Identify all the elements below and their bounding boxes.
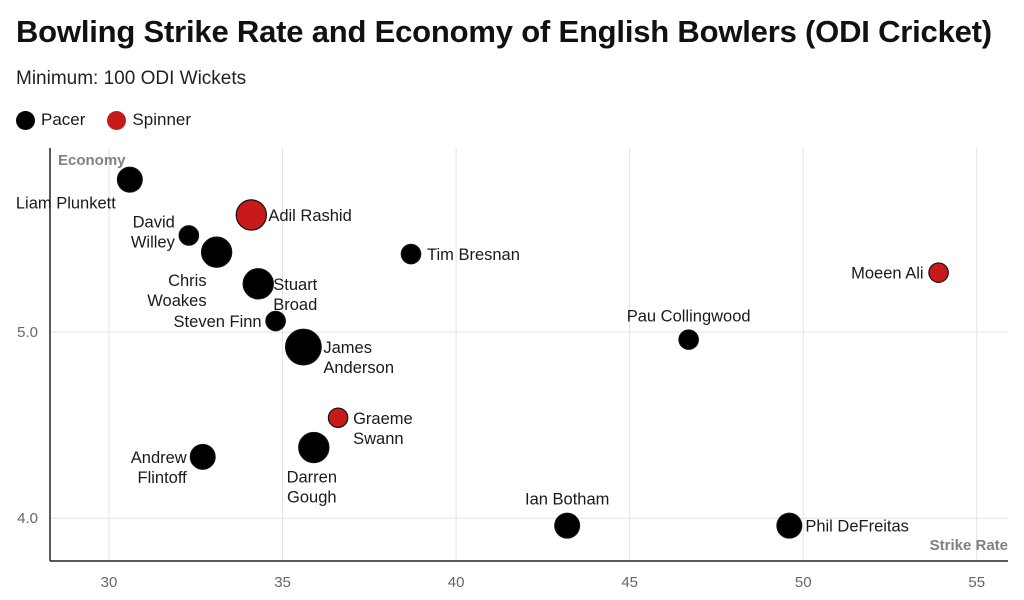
data-point bbox=[678, 329, 699, 350]
data-point bbox=[400, 243, 422, 265]
y-tick-label: 5.0 bbox=[17, 324, 38, 341]
point-label: Woakes bbox=[147, 292, 206, 310]
y-axis-title: Economy bbox=[58, 152, 126, 169]
point-label: David bbox=[133, 213, 175, 231]
y-tick-label: 4.0 bbox=[17, 510, 38, 527]
legend-label-pacer: Pacer bbox=[41, 110, 86, 129]
point-label: Anderson bbox=[323, 359, 394, 377]
x-axis-title: Strike Rate bbox=[930, 537, 1008, 554]
data-point bbox=[265, 310, 286, 332]
point-label: Moeen Ali bbox=[851, 265, 923, 283]
data-point bbox=[327, 407, 349, 429]
data-point bbox=[189, 443, 216, 470]
legend: Pacer Spinner bbox=[16, 110, 191, 130]
legend-label-spinner: Spinner bbox=[132, 110, 192, 129]
point-label: Pau Collingwood bbox=[627, 308, 751, 326]
x-tick-label: 45 bbox=[621, 574, 638, 591]
data-point bbox=[928, 262, 949, 283]
point-label: Broad bbox=[273, 296, 317, 314]
point-label: Stuart bbox=[273, 276, 317, 294]
data-point bbox=[776, 512, 803, 539]
x-tick-label: 35 bbox=[274, 574, 291, 591]
data-point bbox=[116, 166, 143, 193]
data-point bbox=[284, 328, 322, 366]
spinner-swatch bbox=[107, 110, 127, 130]
point-label: Darren bbox=[287, 469, 337, 487]
point-label: Liam Plunkett bbox=[16, 195, 116, 213]
x-tick-label: 30 bbox=[101, 574, 118, 591]
point-label: Gough bbox=[287, 489, 337, 507]
point-label: Swann bbox=[353, 430, 403, 448]
point-label: Willey bbox=[131, 233, 176, 251]
point-label: Adil Rashid bbox=[268, 207, 351, 225]
point-label: Ian Botham bbox=[525, 491, 609, 509]
chart-title: Bowling Strike Rate and Economy of Engli… bbox=[16, 14, 992, 49]
data-point bbox=[554, 512, 581, 539]
x-tick-label: 40 bbox=[448, 574, 465, 591]
point-label: Chris bbox=[168, 272, 207, 290]
point-label: Phil DeFreitas bbox=[805, 518, 909, 536]
data-point bbox=[200, 236, 233, 268]
x-tick-label: 50 bbox=[795, 574, 812, 591]
point-label: Andrew bbox=[131, 449, 187, 467]
data-point bbox=[298, 431, 330, 464]
point-label: James bbox=[323, 339, 372, 357]
point-label: Steven Finn bbox=[174, 313, 262, 331]
data-point bbox=[242, 268, 274, 300]
pacer-swatch bbox=[16, 110, 35, 130]
data-point bbox=[235, 199, 268, 231]
point-label: Tim Bresnan bbox=[427, 246, 520, 264]
x-tick-label: 55 bbox=[968, 574, 985, 591]
point-label: Flintoff bbox=[138, 469, 188, 487]
legend-item-spinner: Spinner bbox=[107, 110, 191, 130]
data-point bbox=[178, 225, 200, 246]
legend-item-pacer: Pacer bbox=[16, 110, 85, 130]
chart-subtitle: Minimum: 100 ODI Wickets bbox=[16, 68, 247, 89]
point-label: Graeme bbox=[353, 410, 413, 428]
